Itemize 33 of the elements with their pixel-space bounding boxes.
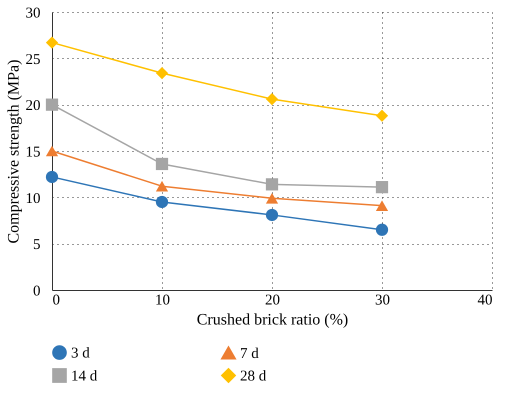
- legend-label: 7 d: [240, 346, 260, 362]
- y-axis-title: Compressive strength (MPa): [6, 60, 22, 244]
- point: [266, 178, 278, 190]
- point: [376, 181, 388, 194]
- legend-label: 14 d: [71, 368, 98, 384]
- legend-label: 28 d: [240, 368, 267, 384]
- point: [376, 200, 388, 211]
- point: [46, 170, 58, 184]
- point: [376, 224, 388, 236]
- point: [46, 36, 58, 49]
- point: [46, 146, 58, 156]
- x-tick-label: 20: [265, 292, 280, 308]
- point: [156, 67, 168, 80]
- x-tick-label: 40: [478, 292, 492, 308]
- x-tick-label: 30: [375, 292, 390, 308]
- y-tick-label: 15: [26, 144, 40, 160]
- y-tick-label: 20: [26, 98, 40, 114]
- y-tick-label: 30: [26, 6, 40, 22]
- point: [156, 158, 168, 170]
- point: [46, 98, 58, 111]
- x-tick-label: 10: [155, 292, 170, 308]
- y-tick-label: 10: [26, 190, 40, 207]
- point: [266, 208, 278, 222]
- point: [266, 92, 278, 106]
- y-tick-label: 5: [33, 237, 40, 254]
- x-tick-label: 0: [52, 292, 60, 308]
- point: [376, 110, 388, 122]
- point: [156, 180, 168, 192]
- point: [266, 192, 278, 204]
- point: [156, 196, 168, 208]
- y-tick-label: 25: [26, 52, 40, 68]
- legend-label: 3 d: [71, 346, 90, 362]
- x-axis-title: Crushed brick ratio (%): [196, 312, 348, 328]
